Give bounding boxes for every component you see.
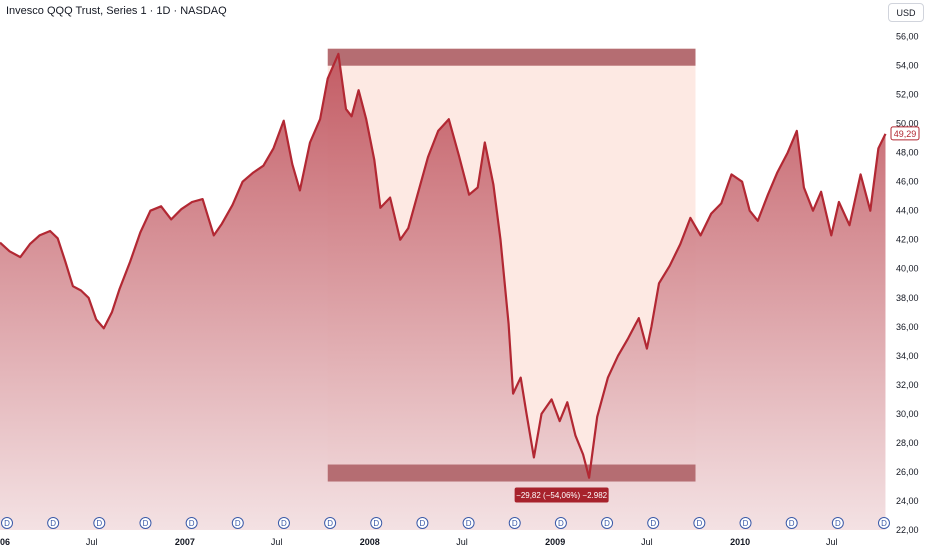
- y-tick-label: 42,00: [896, 235, 919, 245]
- currency-button[interactable]: USD: [888, 3, 924, 22]
- y-tick-label: 36,00: [896, 322, 919, 332]
- y-tick-label: 56,00: [896, 32, 919, 42]
- x-tick-label: Jul: [456, 537, 468, 547]
- y-tick-label: 50,00: [896, 119, 919, 129]
- dividend-d-icon[interactable]: D: [93, 517, 106, 529]
- dividend-d-icon[interactable]: D: [508, 517, 521, 529]
- y-tick-label: 30,00: [896, 409, 919, 419]
- dividend-circle: [462, 517, 475, 529]
- dividend-letter: D: [281, 519, 287, 528]
- y-tick-label: 28,00: [896, 438, 919, 448]
- y-tick-label: 40,00: [896, 264, 919, 274]
- dividend-circle: [231, 517, 244, 529]
- dividend-letter: D: [789, 519, 795, 528]
- price-line: [0, 52, 887, 479]
- price-area: [0, 53, 886, 531]
- x-tick-label: 2010: [730, 537, 750, 547]
- dividend-circle: [324, 517, 337, 529]
- dividend-circle: [93, 517, 106, 529]
- dividend-d-icon[interactable]: D: [878, 517, 890, 529]
- dividend-d-icon[interactable]: D: [693, 517, 706, 529]
- dividend-letter: D: [50, 519, 56, 528]
- y-tick-label: 48,00: [896, 148, 919, 158]
- dividend-circle: [370, 517, 383, 529]
- dividend-letter: D: [466, 519, 472, 528]
- dividend-d-icon[interactable]: D: [277, 517, 290, 529]
- dividend-letter: D: [512, 519, 518, 528]
- dividend-d-icon[interactable]: D: [601, 517, 614, 529]
- dividend-d-icon[interactable]: D: [1, 517, 13, 529]
- dividend-letter: D: [420, 519, 426, 528]
- dividend-d-icon[interactable]: D: [47, 517, 60, 529]
- y-tick-label: 24,00: [896, 496, 919, 506]
- dividend-circle: [139, 517, 152, 529]
- dividend-circle: [554, 517, 567, 529]
- x-tick-label: Jul: [641, 537, 653, 547]
- y-tick-label: 52,00: [896, 90, 919, 100]
- dividend-circle: [831, 517, 844, 529]
- dividend-d-icon[interactable]: D: [554, 517, 567, 529]
- dividend-letter: D: [650, 519, 656, 528]
- dividend-circle: [878, 517, 890, 529]
- dividend-d-icon[interactable]: D: [324, 517, 337, 529]
- y-tick-label: 34,00: [896, 351, 919, 361]
- y-tick-label: 32,00: [896, 380, 919, 390]
- measure-label: −29,82 (−54,06%) −2.982: [516, 491, 608, 500]
- dividend-letter: D: [4, 519, 10, 528]
- dividend-letter: D: [189, 519, 195, 528]
- x-tick-label: 2007: [175, 537, 195, 547]
- dividend-letter: D: [743, 519, 749, 528]
- measure-bottom-bar: [327, 464, 696, 482]
- dividend-circle: [739, 517, 752, 529]
- dividend-circle: [1, 517, 13, 529]
- dividend-letter: D: [96, 519, 102, 528]
- x-tick-label: 2006: [0, 537, 10, 547]
- dividend-d-icon[interactable]: D: [785, 517, 798, 529]
- x-tick-label: 2009: [545, 537, 565, 547]
- last-price-label: 49,29: [894, 129, 917, 139]
- dividend-circle: [647, 517, 660, 529]
- dividend-d-icon[interactable]: D: [416, 517, 429, 529]
- dividend-d-icon[interactable]: D: [739, 517, 752, 529]
- dividend-circle: [508, 517, 521, 529]
- dividend-d-icon[interactable]: D: [185, 517, 198, 529]
- x-tick-label: Jul: [86, 537, 98, 547]
- dividend-letter: D: [881, 519, 887, 528]
- dividend-circle: [277, 517, 290, 529]
- dividend-letter: D: [327, 519, 333, 528]
- y-tick-label: 46,00: [896, 177, 919, 187]
- x-tick-label: Jul: [826, 537, 838, 547]
- dividend-circle: [416, 517, 429, 529]
- dividend-circle: [185, 517, 198, 529]
- measure-top-bar: [327, 48, 696, 66]
- x-tick-label: 2008: [360, 537, 380, 547]
- dividend-d-icon[interactable]: D: [139, 517, 152, 529]
- dividend-d-icon[interactable]: D: [831, 517, 844, 529]
- last-price-tag: [890, 126, 920, 141]
- x-tick-label: Jul: [271, 537, 283, 547]
- chart-title: Invesco QQQ Trust, Series 1 · 1D · NASDA…: [6, 5, 227, 17]
- dividend-circle: [785, 517, 798, 529]
- dividend-circle: [693, 517, 706, 529]
- y-tick-label: 26,00: [896, 467, 919, 477]
- dividend-letter: D: [373, 519, 379, 528]
- dividend-d-icon[interactable]: D: [647, 517, 660, 529]
- dividend-circle: [601, 517, 614, 529]
- dividend-letter: D: [835, 519, 841, 528]
- y-tick-label: 44,00: [896, 206, 919, 216]
- y-tick-label: 22,00: [896, 525, 919, 535]
- dividend-letter: D: [696, 519, 702, 528]
- y-tick-label: 38,00: [896, 293, 919, 303]
- dividend-circle: [47, 517, 60, 529]
- dividend-d-icon[interactable]: D: [231, 517, 244, 529]
- y-tick-label: 54,00: [896, 61, 919, 71]
- dividend-letter: D: [235, 519, 241, 528]
- dividend-d-icon[interactable]: D: [370, 517, 383, 529]
- dividend-letter: D: [558, 519, 564, 528]
- measure-label-box: [514, 487, 609, 503]
- dividend-letter: D: [604, 519, 610, 528]
- dividend-letter: D: [143, 519, 149, 528]
- dividend-d-icon[interactable]: D: [462, 517, 475, 529]
